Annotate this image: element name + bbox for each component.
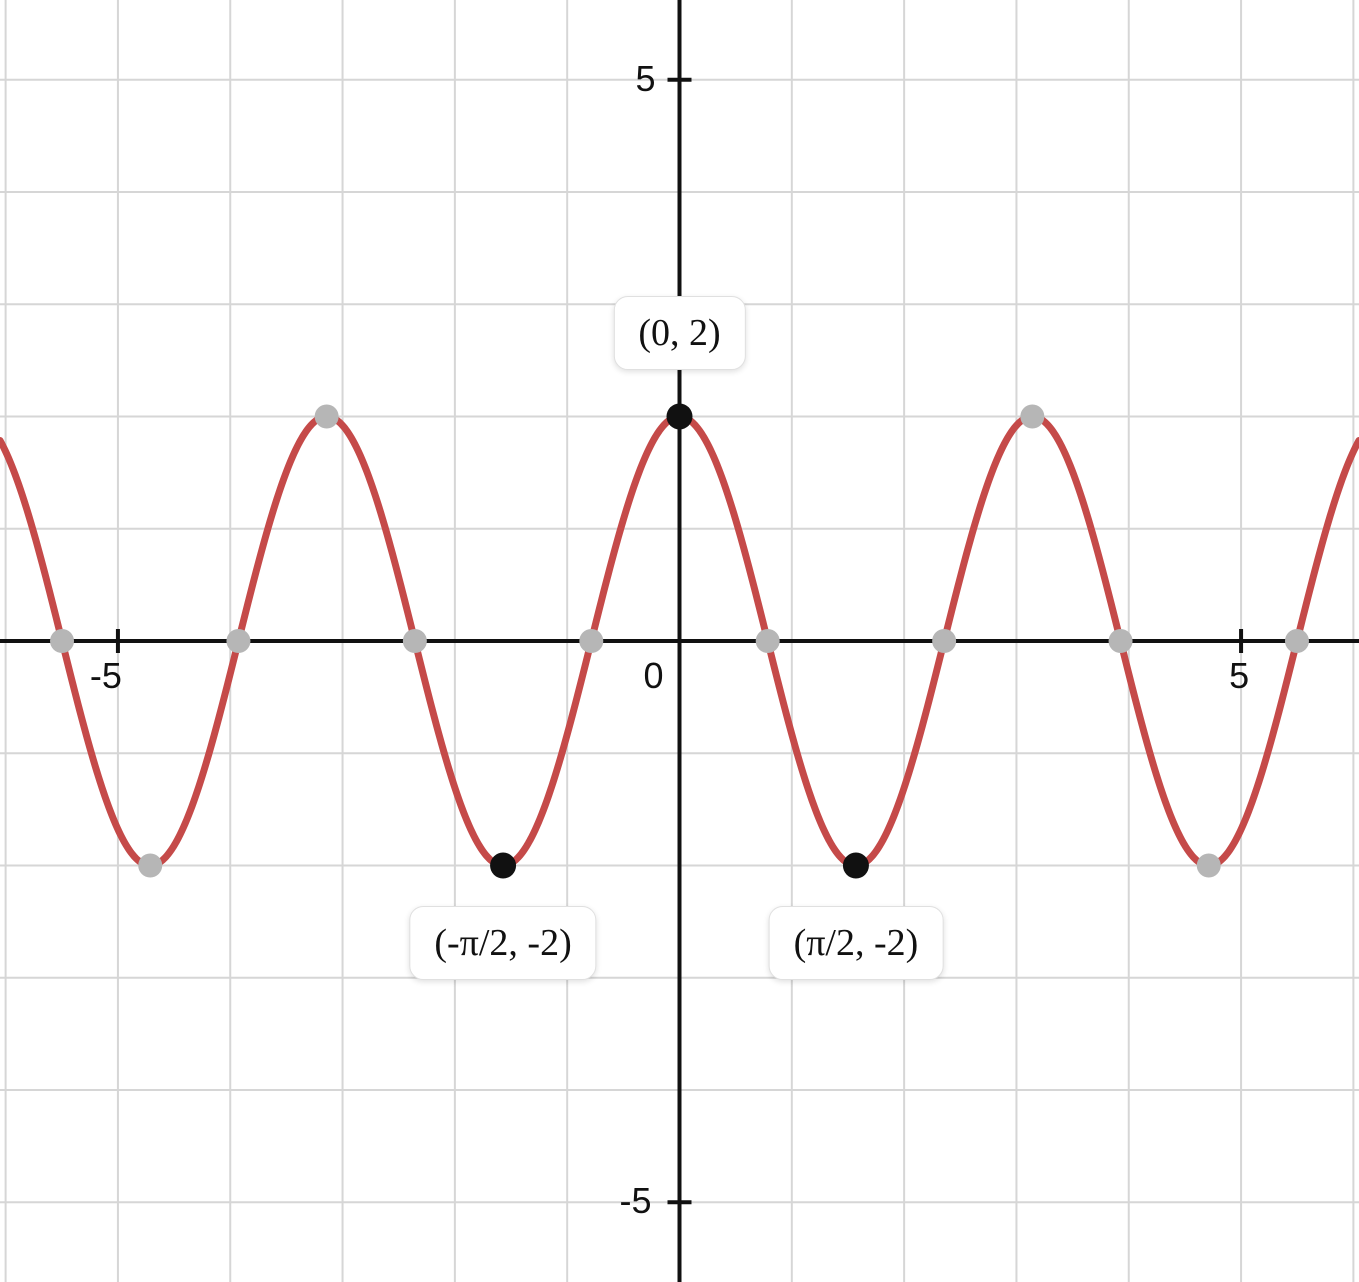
chart-canvas	[0, 0, 1359, 1282]
x-tick-label: 5	[1229, 655, 1249, 697]
x-tick-label: -5	[90, 655, 122, 697]
y-tick-label: -5	[620, 1180, 652, 1222]
point-label-right-trough: (π/2, -2)	[769, 906, 944, 980]
point-label-peak: (0, 2)	[613, 296, 745, 370]
cosine-graph: -5 5 0 -5 5 (0, 2) (-π/2, -2) (π/2, -2)	[0, 0, 1359, 1282]
y-tick-label: 5	[636, 58, 656, 100]
origin-label: 0	[644, 655, 664, 697]
point-label-left-trough: (-π/2, -2)	[409, 906, 596, 980]
